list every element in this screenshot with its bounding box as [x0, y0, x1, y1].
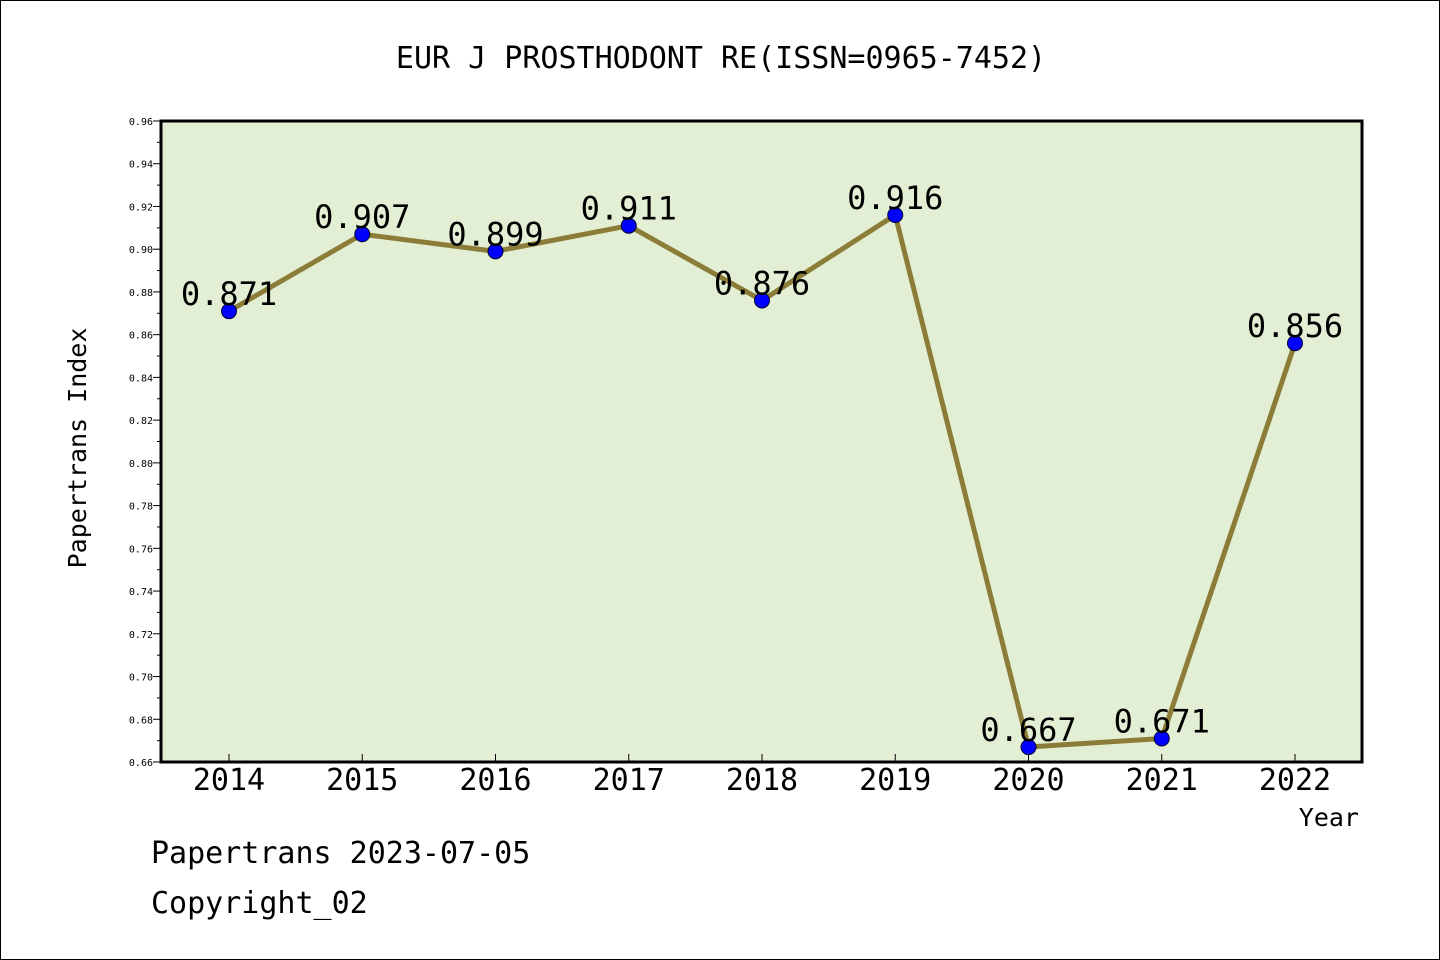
- x-tick-label: 2015: [326, 763, 398, 798]
- data-label: 0.899: [447, 215, 543, 253]
- y-tick-label: 0.88: [129, 288, 153, 299]
- data-label: 0.671: [1114, 702, 1210, 740]
- data-label: 0.876: [714, 264, 810, 302]
- x-tick-label: 2022: [1259, 763, 1331, 798]
- y-axis: 0.66 0.68 0.70 0.72 0.74 0.76 0.78 0.80 0.82 0.84…: [129, 117, 161, 769]
- data-label: 0.667: [980, 711, 1076, 749]
- y-tick-label: 0.72: [129, 630, 153, 641]
- data-label: 0.916: [847, 179, 943, 217]
- y-tick-label: 0.74: [129, 587, 153, 598]
- data-label: 0.856: [1247, 307, 1343, 345]
- y-tick-label: 0.78: [129, 502, 153, 513]
- x-tick-label: 2018: [726, 763, 798, 798]
- data-point: [754, 292, 770, 309]
- x-tick-label: 2017: [593, 763, 665, 798]
- x-axis: 2014 2015 2016 2017 2018 2019 2020 2021 2022: [193, 754, 1331, 798]
- x-tick-label: 2016: [459, 763, 531, 798]
- series-markers: [221, 207, 1303, 756]
- x-axis-label: Year: [1299, 803, 1359, 832]
- data-point: [1153, 730, 1170, 747]
- y-tick-label: 0.84: [129, 373, 153, 384]
- footer-date: Papertrans 2023-07-05: [151, 836, 531, 871]
- x-tick-label: 2021: [1126, 763, 1198, 798]
- x-tick-label: 2014: [193, 763, 265, 798]
- data-point: [620, 217, 637, 234]
- data-point: [487, 243, 504, 260]
- chart-title: EUR J PROSTHODONT RE(ISSN=0965-7452): [396, 41, 1046, 76]
- y-axis-label: Papertrans Index: [63, 328, 92, 569]
- data-label: 0.871: [181, 275, 277, 313]
- data-point: [1287, 335, 1303, 352]
- y-tick-label: 0.96: [129, 117, 153, 128]
- data-labels: 0.871 0.907 0.899 0.911 0.876 0.916 0.667 0.671…: [181, 179, 1343, 749]
- data-label: 0.907: [314, 198, 410, 236]
- data-point: [354, 226, 371, 243]
- y-tick-label: 0.68: [129, 715, 153, 726]
- y-tick-label: 0.90: [129, 245, 153, 256]
- y-tick-label: 0.82: [129, 416, 153, 427]
- data-point: [1020, 739, 1037, 756]
- y-tick-label: 0.76: [129, 544, 153, 555]
- data-point: [887, 207, 904, 224]
- x-tick-label: 2020: [992, 763, 1064, 798]
- y-tick-label: 0.66: [129, 758, 153, 769]
- footer-copyright: Copyright_02: [151, 886, 368, 921]
- y-tick-label: 0.70: [129, 673, 153, 684]
- y-tick-label: 0.86: [129, 331, 153, 342]
- data-label: 0.911: [581, 190, 677, 228]
- y-tick-label: 0.94: [129, 160, 153, 171]
- x-tick-label: 2019: [859, 763, 931, 798]
- y-tick-label: 0.92: [129, 202, 153, 213]
- y-tick-label: 0.80: [129, 459, 153, 470]
- data-point: [221, 303, 237, 320]
